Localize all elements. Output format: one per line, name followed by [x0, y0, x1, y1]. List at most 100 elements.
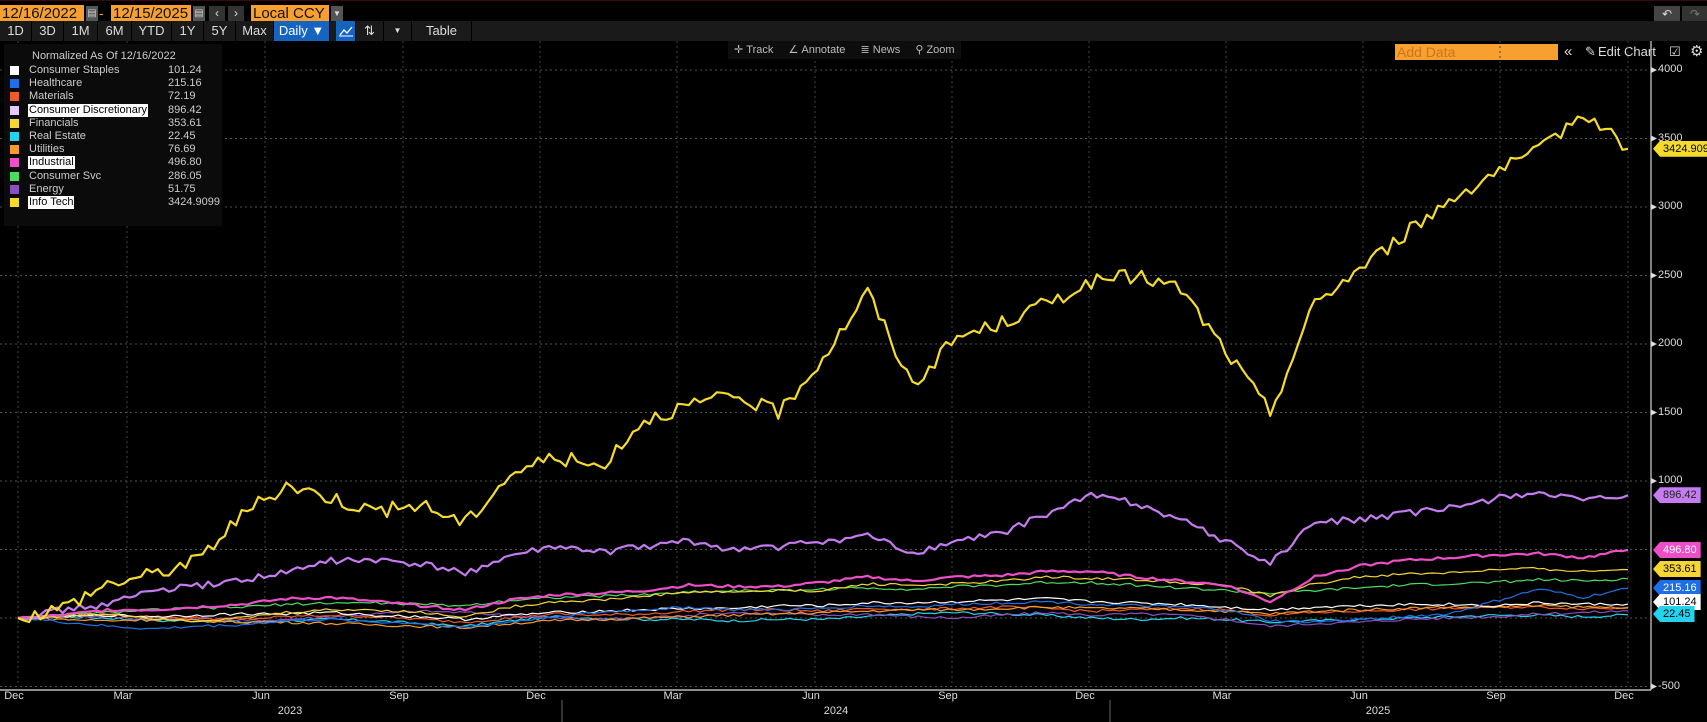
legend-item-value: 215.16: [168, 77, 202, 90]
legend-item[interactable]: Consumer Staples 101.24: [10, 64, 222, 77]
add-data-input[interactable]: Add Data: [1395, 44, 1558, 60]
legend-item-value: 72.19: [168, 90, 196, 103]
news-button[interactable]: ≣ News: [860, 44, 901, 56]
x-axis-tick: Jun: [252, 690, 270, 702]
date-range-toolbar: 12/16/2022 ▤ - 12/15/2025 ▤ ‹ › Local CC…: [0, 2, 1707, 22]
legend-item[interactable]: Healthcare 215.16: [10, 77, 222, 90]
legend-swatch: [10, 158, 19, 168]
legend-swatch: [10, 132, 19, 141]
annotate-button[interactable]: ∠ Annotate: [788, 44, 846, 56]
period-1d[interactable]: 1D: [0, 21, 32, 41]
legend-swatch: [10, 118, 19, 128]
collapse-icon[interactable]: «: [1564, 43, 1573, 60]
legend-item[interactable]: Utilities 76.69: [10, 143, 222, 156]
period-3d[interactable]: 3D: [32, 21, 64, 41]
legend-item-name: Consumer Discretionary: [28, 103, 148, 117]
period-max[interactable]: Max: [236, 21, 274, 41]
legend-item[interactable]: Materials 72.19: [10, 90, 222, 103]
series-line: [17, 587, 1629, 630]
legend-item-name: Consumer Svc: [29, 169, 102, 182]
y-axis-tick: 4000: [1658, 63, 1683, 75]
y-axis-tick: 2500: [1658, 268, 1683, 281]
end-date-input[interactable]: 12/15/2025: [111, 5, 191, 22]
series-line: [17, 548, 1629, 620]
frequency-dropdown[interactable]: Daily ▼: [274, 21, 330, 41]
legend-item-value: 896.42: [168, 103, 202, 116]
legend-swatch: [10, 105, 19, 115]
legend-item[interactable]: Consumer Discretionary 896.42: [10, 103, 222, 117]
legend-item-name: Real Estate: [29, 130, 86, 142]
series-line: [17, 609, 1629, 628]
calendar-icon[interactable]: ▤: [86, 6, 98, 21]
x-axis-tick: Jun: [1350, 690, 1368, 702]
legend-item-name: Energy: [29, 182, 64, 195]
legend-item[interactable]: Financials 353.61: [10, 117, 222, 130]
legend-item-name: Healthcare: [29, 77, 83, 90]
chevron-right-icon[interactable]: ›: [228, 6, 244, 21]
legend-item-value: 76.69: [168, 143, 196, 156]
period-1m[interactable]: 1M: [64, 21, 98, 41]
legend-swatch: [10, 198, 19, 207]
pencil-icon[interactable]: ✎: [1585, 44, 1596, 59]
legend-item[interactable]: Consumer Svc 286.05: [10, 170, 222, 183]
zoom-button[interactable]: ⚲ Zoom: [915, 44, 955, 56]
legend-item-name: Consumer Staples: [29, 64, 120, 76]
series-line: [17, 491, 1629, 622]
line-chart-icon[interactable]: [336, 21, 356, 41]
legend-item[interactable]: Industrial 496.80: [10, 156, 222, 170]
y-axis-tick: 1500: [1658, 405, 1683, 418]
y-axis-tick: 1000: [1658, 474, 1683, 486]
y-axis-tick: 3000: [1658, 200, 1683, 212]
series-line: [17, 596, 1629, 622]
x-axis-year: 2024: [823, 705, 849, 717]
period-6m[interactable]: 6M: [98, 21, 132, 41]
x-axis-tick: Mar: [663, 690, 683, 702]
x-axis-tick: Sep: [389, 690, 409, 702]
legend-swatch: [10, 79, 19, 89]
period-1y[interactable]: 1Y: [172, 21, 204, 41]
x-axis-year: 2025: [1365, 705, 1391, 717]
redo-icon[interactable]: ↷: [1682, 6, 1707, 22]
currency-select[interactable]: Local CCY: [251, 5, 329, 22]
edit-annotation-icon[interactable]: ☑: [1669, 44, 1681, 59]
edit-chart-button[interactable]: Edit Chart: [1598, 44, 1656, 59]
last-value-tag: 496.80: [1653, 541, 1701, 558]
legend-item[interactable]: Info Tech 3424.9099: [10, 196, 222, 209]
legend-item-name: Financials: [29, 116, 79, 129]
x-axis-tick: Sep: [1486, 690, 1506, 702]
chevron-down-icon[interactable]: ▼: [331, 6, 343, 21]
table-button[interactable]: Table: [412, 21, 472, 41]
legend-item-value: 101.24: [168, 64, 202, 76]
calendar-icon[interactable]: ▤: [193, 6, 205, 21]
legend-item[interactable]: Energy 51.75: [10, 183, 222, 196]
x-axis-tick: Dec: [4, 690, 24, 702]
x-axis-tick: Dec: [526, 690, 546, 702]
legend-swatch: [10, 171, 19, 181]
series-line: [17, 577, 1629, 619]
window-top-border: [0, 0, 1707, 1]
y-axis-tick: 2000: [1658, 337, 1683, 349]
chevron-left-icon[interactable]: ‹: [209, 6, 225, 21]
start-date-input[interactable]: 12/16/2022: [0, 5, 84, 22]
candlestick-icon[interactable]: ⇅: [356, 21, 384, 41]
series-line: [17, 566, 1629, 623]
legend-item-value: 496.80: [168, 156, 202, 169]
x-axis-year: 2023: [277, 705, 303, 717]
legend-item-name: Utilities: [29, 143, 65, 156]
legend-item-value: 22.45: [168, 130, 196, 142]
undo-icon[interactable]: ↶: [1654, 6, 1680, 22]
track-button[interactable]: ✛ Track: [734, 44, 774, 56]
gear-icon[interactable]: ⚙: [1690, 43, 1704, 60]
legend-item[interactable]: Real Estate 22.45: [10, 130, 222, 143]
period-ytd[interactable]: YTD: [132, 21, 172, 41]
x-axis-tick: Mar: [1212, 690, 1232, 702]
chart-type-dropdown-icon[interactable]: ▼: [384, 21, 412, 41]
legend-swatch: [10, 145, 19, 155]
legend-item-name: Industrial: [28, 156, 75, 170]
legend-item-value: 353.61: [168, 116, 202, 129]
last-value-tag: 896.42: [1653, 487, 1701, 504]
x-axis-tick: Jun: [802, 690, 820, 702]
period-5y[interactable]: 5Y: [204, 21, 236, 41]
y-axis-tick: 3500: [1658, 131, 1683, 144]
